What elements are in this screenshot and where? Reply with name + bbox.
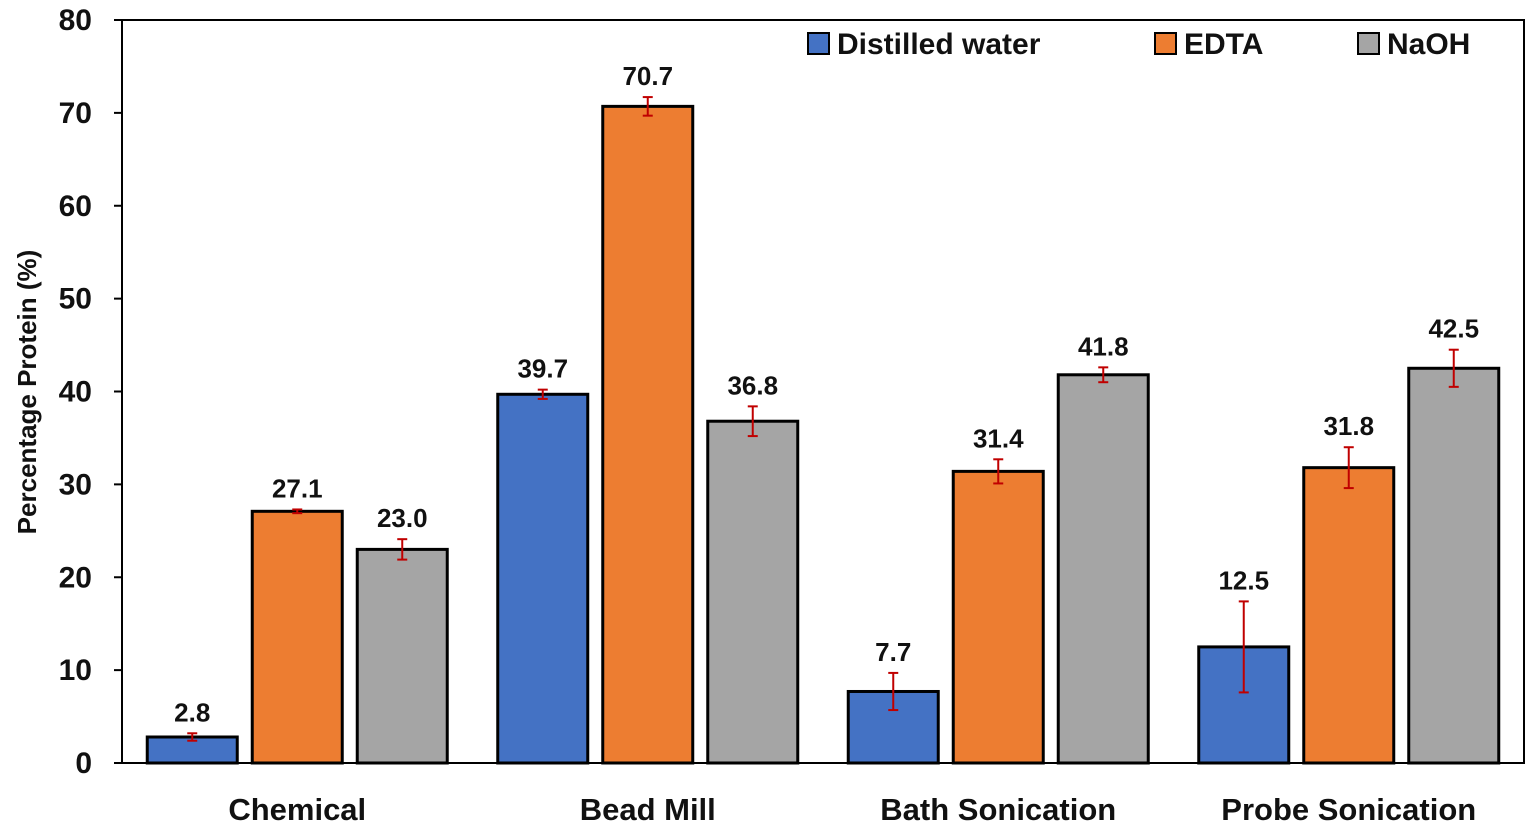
error-bar — [397, 538, 408, 561]
bar-edta-bead-mill — [601, 104, 695, 765]
error-bar — [1098, 366, 1109, 384]
legend-swatch — [1357, 32, 1380, 55]
error-bar — [642, 96, 653, 117]
error-bar — [747, 405, 758, 438]
y-tick-label: 50 — [59, 283, 92, 316]
error-bar — [537, 388, 548, 400]
y-tick-label: 10 — [59, 654, 92, 687]
y-tick-label: 30 — [59, 468, 92, 501]
legend-swatch — [1154, 32, 1177, 55]
data-label: 39.7 — [517, 354, 568, 384]
bar-edta-probe-sonication — [1302, 466, 1396, 765]
y-tick-label: 70 — [59, 97, 92, 130]
data-label: 41.8 — [1078, 331, 1129, 361]
error-bar — [993, 458, 1004, 485]
data-label: 12.5 — [1218, 565, 1269, 595]
error-bar — [1238, 600, 1249, 694]
x-axis-category-labels: Chemical Bead Mill Bath Sonication Probe So… — [228, 792, 1476, 827]
bar-naoh-bath-sonication — [1056, 373, 1150, 765]
legend: Distilled water EDTA NaOH — [807, 28, 1470, 61]
legend-label: EDTA — [1184, 28, 1263, 61]
category-label: Chemical — [228, 792, 366, 827]
category-label: Bead Mill — [580, 792, 716, 827]
data-label: 2.8 — [174, 697, 210, 727]
error-bar — [888, 671, 899, 712]
data-label: 31.4 — [973, 423, 1024, 453]
data-label: 42.5 — [1428, 314, 1479, 344]
legend-item: NaOH — [1357, 28, 1470, 61]
y-axis-title: Percentage Protein (%) — [12, 250, 42, 535]
bar-distilled-water-bead-mill — [496, 392, 590, 765]
bar-naoh-chemical — [355, 547, 449, 765]
legend-label: Distilled water — [837, 28, 1041, 61]
category-label: Probe Sonication — [1221, 792, 1476, 827]
y-tick-label: 20 — [59, 561, 92, 594]
legend-item: Distilled water — [807, 28, 1041, 61]
y-tick-label: 60 — [59, 190, 92, 223]
error-bar — [1343, 446, 1354, 490]
bar-edta-chemical — [250, 509, 344, 765]
bars-group: 2.8 27.1 23.0 39.7 70.7 36.8 7.7 31.4 41.8 12.5 31… — [145, 61, 1501, 765]
bar-naoh-probe-sonication — [1407, 366, 1501, 765]
legend-item: EDTA — [1154, 28, 1263, 61]
y-tick-label: 80 — [59, 4, 92, 37]
legend-swatch — [807, 32, 830, 55]
data-label: 36.8 — [727, 370, 778, 400]
legend-label: NaOH — [1387, 28, 1470, 61]
error-bar — [1448, 348, 1459, 388]
data-label: 7.7 — [875, 637, 911, 667]
data-label: 70.7 — [622, 61, 673, 91]
y-tick-label: 40 — [59, 376, 92, 409]
data-label: 31.8 — [1323, 411, 1374, 441]
error-bar — [292, 508, 303, 515]
bar-edta-bath-sonication — [951, 469, 1045, 765]
plot-frame — [121, 19, 1525, 764]
error-bar — [187, 732, 198, 742]
bar-naoh-bead-mill — [706, 419, 800, 765]
category-label: Bath Sonication — [880, 792, 1116, 827]
y-tick-label: 0 — [75, 747, 92, 780]
data-label: 23.0 — [377, 503, 428, 533]
y-axis-ticks: 0 10 20 30 40 50 60 70 80 — [59, 4, 122, 780]
data-label: 27.1 — [272, 473, 323, 503]
